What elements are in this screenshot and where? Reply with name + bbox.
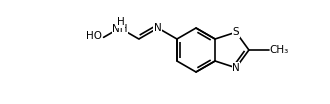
Text: HO: HO [85, 31, 102, 41]
Text: N: N [232, 63, 240, 73]
Text: N: N [154, 23, 162, 33]
Text: CH₃: CH₃ [270, 45, 289, 55]
Text: NH: NH [112, 24, 127, 34]
Text: H: H [117, 17, 125, 27]
Text: S: S [233, 27, 239, 37]
